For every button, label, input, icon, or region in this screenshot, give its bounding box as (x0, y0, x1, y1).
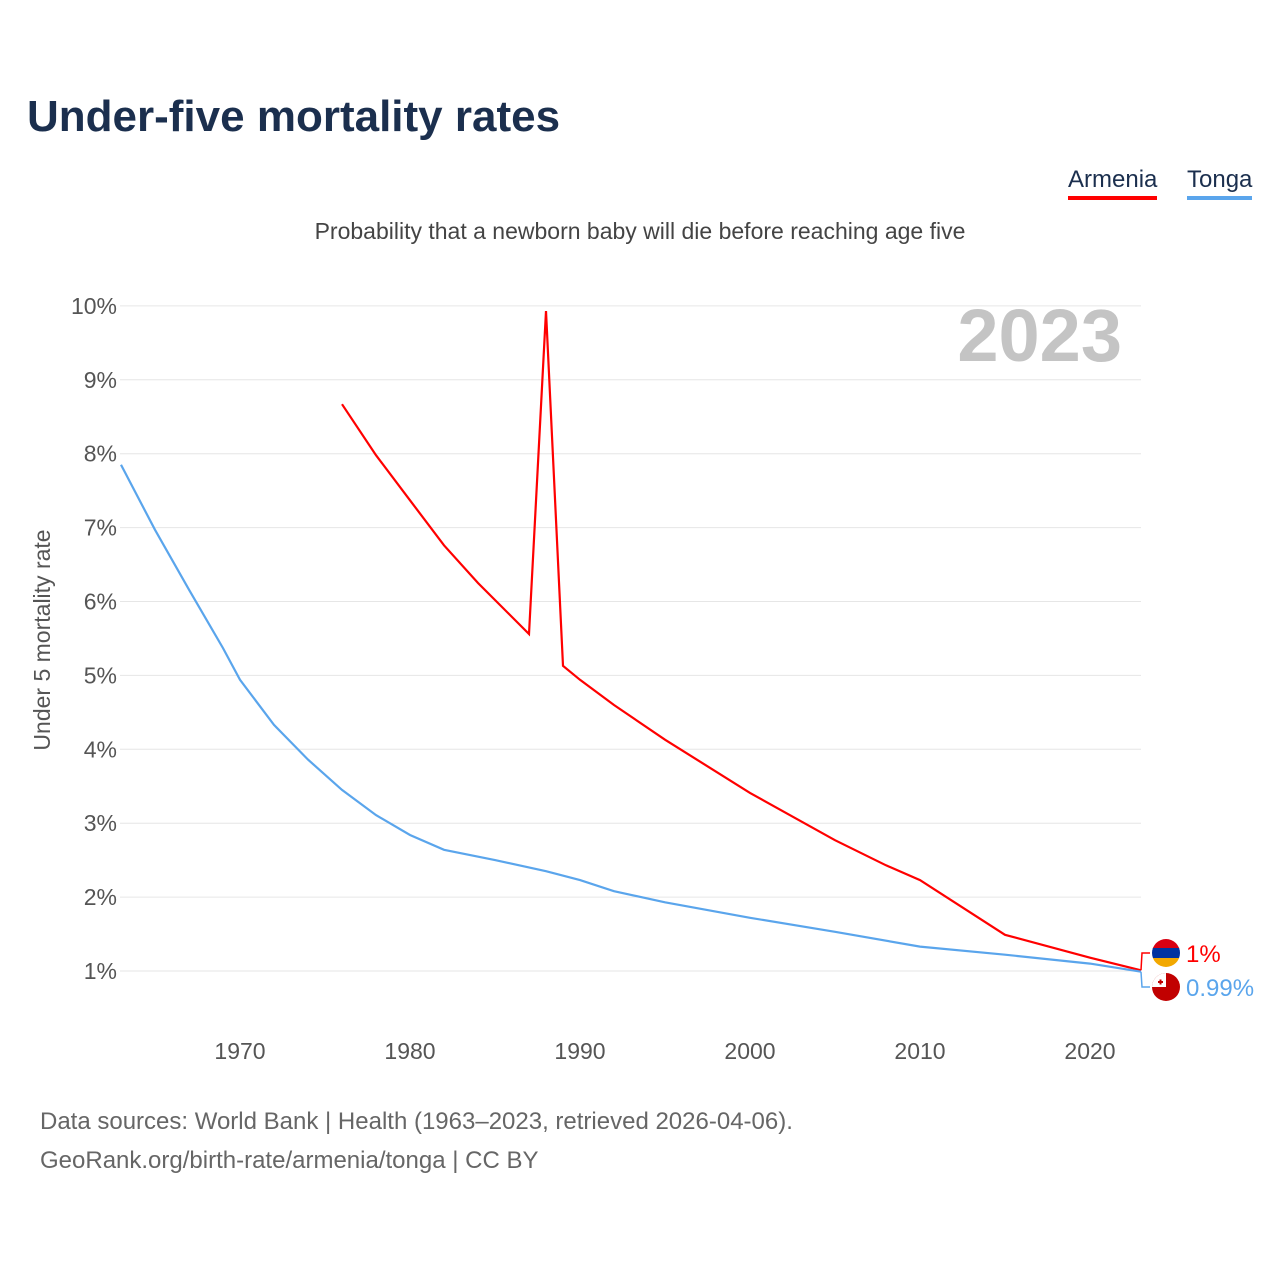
x-tick-label: 1980 (384, 1038, 435, 1064)
x-tick-label: 2000 (724, 1038, 775, 1064)
y-tick-label: 9% (84, 367, 117, 393)
series-line-armenia (341, 311, 1142, 972)
y-tick-label: 10% (71, 293, 117, 319)
footer-link[interactable]: GeoRank.org/birth-rate/armenia/tonga | C… (40, 1147, 539, 1174)
legend-tonga[interactable]: Tonga (1187, 166, 1253, 200)
y-axis-label: Under 5 mortality rate (29, 529, 55, 750)
y-tick-label: 8% (84, 441, 117, 467)
chart-subtitle: Probability that a newborn baby will die… (314, 218, 966, 244)
y-tick-label: 5% (84, 662, 117, 688)
y-tick-label: 7% (84, 515, 117, 541)
end-value-label: 0.99% (1186, 975, 1254, 1002)
footer-source: Data sources: World Bank | Health (1963–… (40, 1108, 793, 1135)
y-tick-label: 4% (84, 736, 117, 762)
end-connector (1140, 952, 1150, 971)
x-tick-label: 2020 (1064, 1038, 1115, 1064)
x-tick-label: 2010 (894, 1038, 945, 1064)
y-tick-label: 1% (84, 958, 117, 984)
legend-armenia[interactable]: Armenia (1068, 166, 1158, 200)
end-value-label: 1% (1186, 941, 1221, 968)
y-tick-label: 6% (84, 589, 117, 615)
year-watermark: 2023 (957, 294, 1122, 377)
x-tick-label: 1970 (214, 1038, 265, 1064)
armenia-flag-icon (1152, 939, 1180, 967)
x-tick-label: 1990 (554, 1038, 605, 1064)
y-tick-label: 3% (84, 810, 117, 836)
chart-title: Under-five mortality rates (27, 92, 561, 141)
y-tick-label: 2% (84, 884, 117, 910)
series-line-tonga (120, 464, 1142, 973)
tonga-flag-icon (1152, 973, 1180, 1001)
end-connector (1140, 971, 1150, 988)
